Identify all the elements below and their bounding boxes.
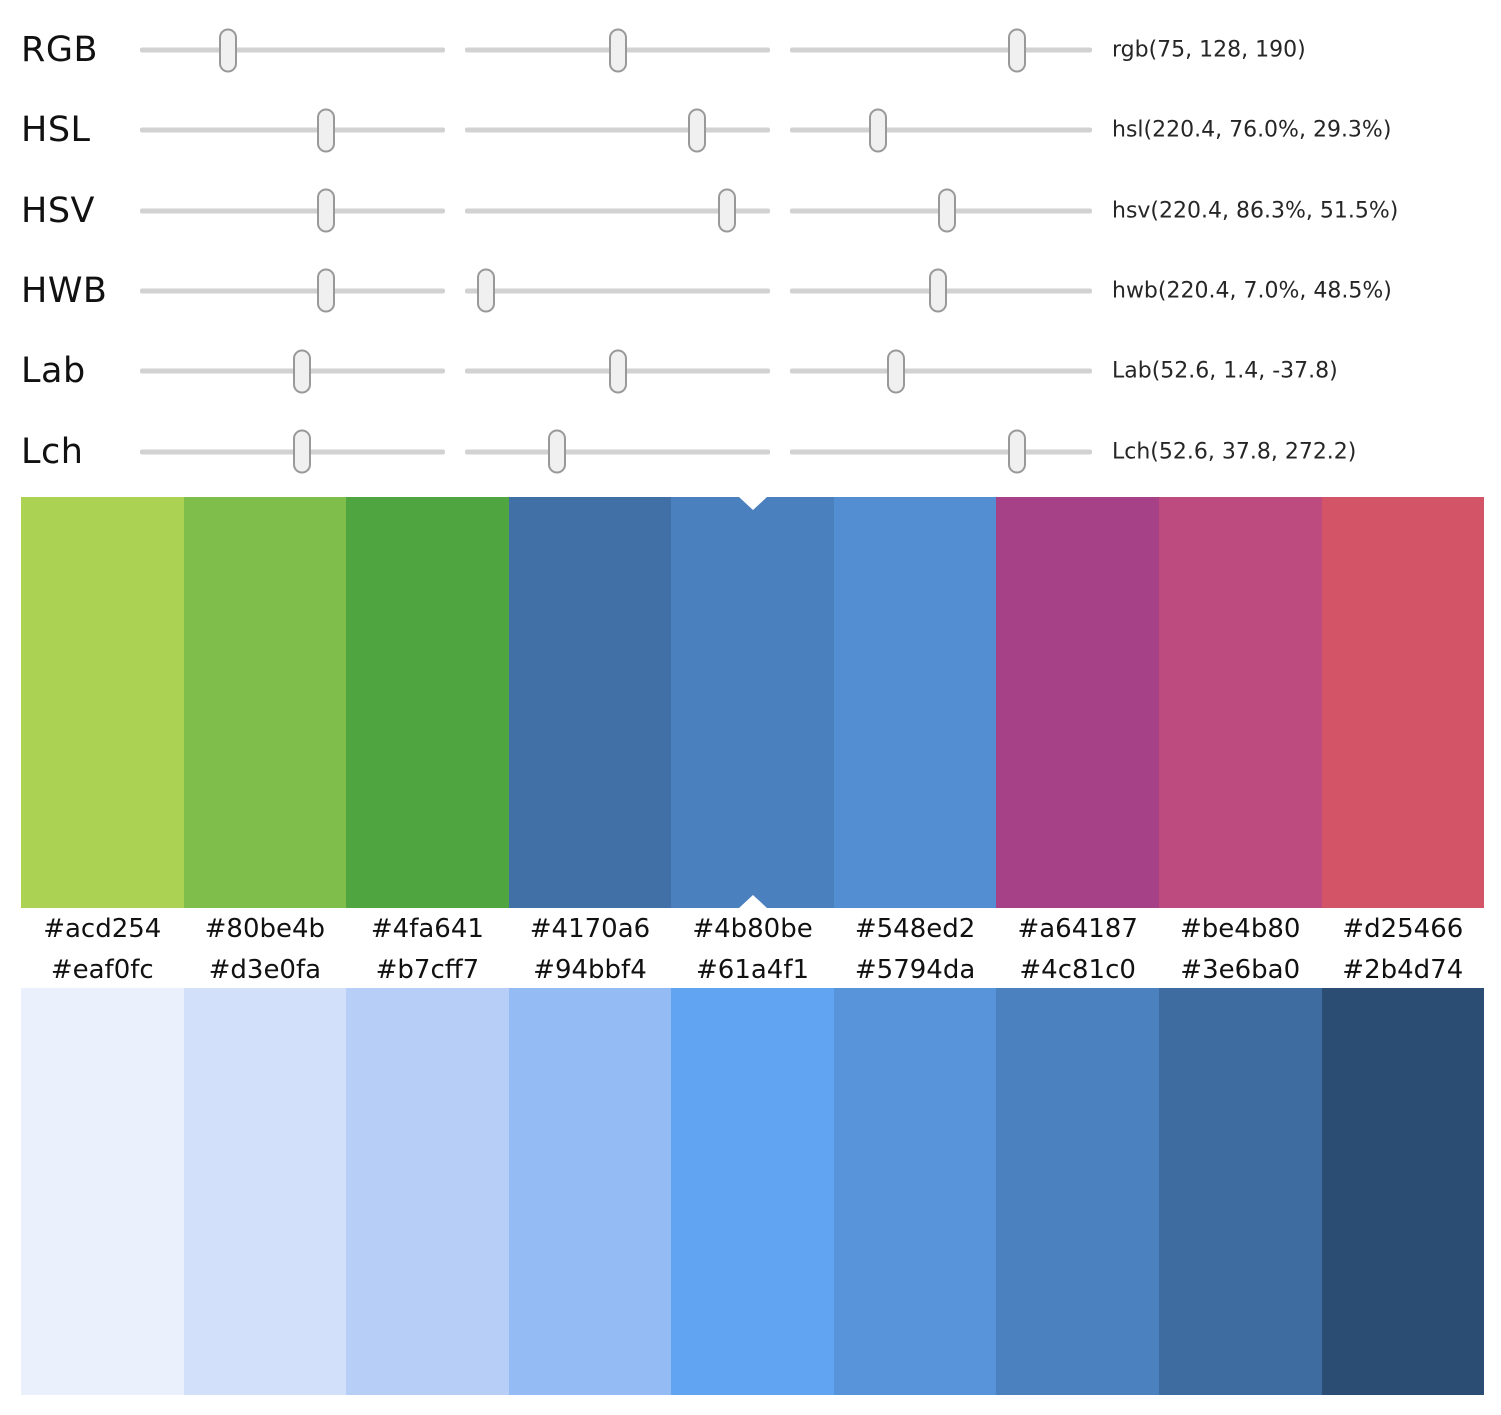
slider-handle-1[interactable] — [317, 268, 336, 313]
slider-handle-3[interactable] — [938, 188, 957, 233]
palette-swatch[interactable] — [21, 497, 184, 908]
slider-row: HSV hsv(220.4, 86.3%, 51.5%) — [0, 181, 1501, 241]
slider-handle-3[interactable] — [1007, 429, 1026, 474]
colorspace-label: HWB — [21, 270, 108, 311]
color-value-readout: hsl(220.4, 76.0%, 29.3%) — [1112, 117, 1392, 143]
hue-hex-labels: #acd254 #80be4b #4fa641 #4170a6 #4b80be #548e… — [21, 908, 1484, 950]
palette-swatch[interactable] — [1158, 988, 1322, 1395]
slider-handle-2[interactable] — [718, 188, 737, 233]
slider-handle-3[interactable] — [928, 268, 947, 313]
slider-track-2[interactable] — [465, 349, 770, 394]
hex-code-label: #61a4f1 — [696, 955, 810, 985]
slider-track-3[interactable] — [790, 268, 1092, 313]
slider-handle-2[interactable] — [687, 108, 706, 153]
slider-handle-1[interactable] — [317, 108, 336, 153]
slider-track-3[interactable] — [790, 188, 1092, 233]
selected-color-marker-bottom — [738, 895, 767, 908]
slider-row: RGB rgb(75, 128, 190) — [0, 20, 1501, 80]
slider-row: HWB hwb(220.4, 7.0%, 48.5%) — [0, 261, 1501, 321]
slider-handle-3[interactable] — [1007, 28, 1026, 72]
hex-code-label: #be4b80 — [1180, 914, 1301, 944]
palette-swatch[interactable] — [833, 497, 997, 908]
hex-code-label: #b7cff7 — [375, 955, 480, 985]
slider-track-1[interactable] — [140, 268, 445, 313]
color-value-readout: hsv(220.4, 86.3%, 51.5%) — [1112, 198, 1399, 224]
palette-swatch[interactable] — [508, 497, 672, 908]
hue-palette-strip — [21, 497, 1485, 908]
slider-track-1[interactable] — [140, 28, 445, 72]
palette-swatch[interactable] — [183, 988, 347, 1395]
slider-track-2[interactable] — [465, 28, 770, 72]
palette-swatch[interactable] — [1158, 497, 1322, 908]
hex-code-label: #a64187 — [1017, 914, 1138, 944]
colorspace-label: Lch — [21, 431, 84, 472]
palette-swatch[interactable] — [183, 497, 347, 908]
slider-track-1[interactable] — [140, 429, 445, 474]
hex-code-label: #eaf0fc — [50, 955, 154, 985]
slider-handle-2[interactable] — [608, 28, 627, 72]
palette-swatch[interactable] — [996, 988, 1159, 1395]
color-value-readout: hwb(220.4, 7.0%, 48.5%) — [1112, 278, 1392, 304]
hex-code-label: #4c81c0 — [1019, 955, 1136, 985]
slider-track-1[interactable] — [140, 188, 445, 233]
hex-code-label: #4b80be — [692, 914, 813, 944]
hex-code-label: #4170a6 — [529, 914, 651, 944]
palette-swatch[interactable] — [508, 988, 672, 1395]
slider-row: Lch Lch(52.6, 37.8, 272.2) — [0, 422, 1501, 482]
hex-code-label: #2b4d74 — [1342, 955, 1464, 985]
slider-handle-1[interactable] — [292, 429, 311, 474]
color-value-readout: Lab(52.6, 1.4, -37.8) — [1112, 358, 1338, 384]
slider-track-3[interactable] — [790, 429, 1092, 474]
slider-track-1[interactable] — [140, 349, 445, 394]
colorspace-label: HSL — [21, 110, 91, 151]
hex-code-label: #d25466 — [1342, 914, 1464, 944]
slider-handle-3[interactable] — [886, 349, 905, 394]
hex-code-label: #80be4b — [204, 914, 326, 944]
palette-swatch[interactable] — [1321, 988, 1485, 1395]
slider-handle-2[interactable] — [608, 349, 627, 394]
hex-code-label: #d3e0fa — [208, 955, 322, 985]
slider-track-3[interactable] — [790, 28, 1092, 72]
color-value-readout: Lch(52.6, 37.8, 272.2) — [1112, 439, 1357, 464]
palette-swatch[interactable] — [1321, 497, 1485, 908]
palette-swatch[interactable] — [671, 988, 834, 1395]
color-value-readout: rgb(75, 128, 190) — [1112, 37, 1306, 63]
slider-handle-2[interactable] — [547, 429, 566, 474]
slider-track-2[interactable] — [465, 188, 770, 233]
slider-handle-1[interactable] — [317, 188, 336, 233]
slider-track-1[interactable] — [140, 108, 445, 153]
hex-code-label: #3e6ba0 — [1180, 955, 1301, 985]
hex-code-label: #548ed2 — [854, 914, 976, 944]
slider-handle-1[interactable] — [219, 28, 238, 72]
palette-swatch[interactable] — [833, 988, 997, 1395]
slider-handle-3[interactable] — [868, 108, 887, 153]
slider-handle-1[interactable] — [292, 349, 311, 394]
slider-track-3[interactable] — [790, 349, 1092, 394]
palette-swatch[interactable] — [21, 988, 184, 1395]
lightness-hex-labels: #eaf0fc #d3e0fa #b7cff7 #94bbf4 #61a4f1 #5794… — [21, 952, 1484, 988]
slider-track-2[interactable] — [465, 268, 770, 313]
hex-code-label: #94bbf4 — [533, 955, 647, 985]
hex-code-label: #4fa641 — [370, 914, 484, 944]
palette-swatch[interactable] — [346, 497, 509, 908]
slider-track-2[interactable] — [465, 429, 770, 474]
slider-handle-2[interactable] — [477, 268, 496, 313]
slider-panel: RGB rgb(75, 128, 190) HSL hsl(220.4, 76.… — [0, 0, 1501, 490]
slider-row: HSL hsl(220.4, 76.0%, 29.3%) — [0, 100, 1501, 160]
palette-swatch[interactable] — [996, 497, 1159, 908]
hex-code-label: #acd254 — [43, 914, 162, 944]
slider-track-2[interactable] — [465, 108, 770, 153]
slider-row: Lab Lab(52.6, 1.4, -37.8) — [0, 341, 1501, 401]
slider-track-3[interactable] — [790, 108, 1092, 153]
lightness-palette-strip — [21, 988, 1485, 1395]
colorspace-label: RGB — [21, 30, 98, 70]
selected-color-marker-top — [738, 497, 767, 510]
palette-swatch[interactable] — [671, 497, 834, 908]
hex-code-label: #5794da — [854, 955, 976, 985]
palette-swatch[interactable] — [346, 988, 509, 1395]
colorspace-label: Lab — [21, 351, 86, 392]
colorspace-label: HSV — [21, 190, 95, 231]
